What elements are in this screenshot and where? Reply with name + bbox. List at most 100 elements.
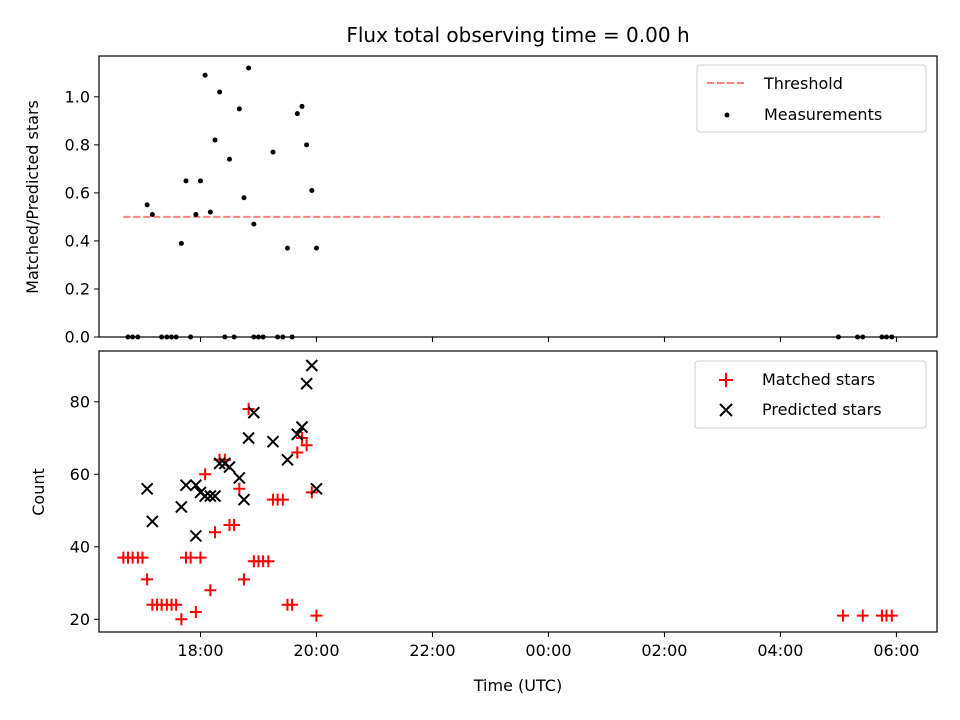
bottom-y-tick-label: 40 bbox=[70, 537, 90, 556]
chart-title: Flux total observing time = 0.00 h bbox=[346, 23, 689, 47]
measurement-point bbox=[241, 195, 247, 201]
bottom-plot-frame bbox=[98, 350, 938, 633]
predicted-star-point bbox=[295, 420, 309, 434]
predicted-star-point bbox=[281, 453, 294, 466]
matched-star-point bbox=[136, 551, 149, 564]
measurement-point bbox=[144, 202, 150, 208]
bottom-panel: 20 40 60 80 18:00 20:00 22:00 00:00 02:00 04:00 0… bbox=[29, 350, 938, 695]
matched-star-point bbox=[204, 584, 217, 597]
predicted-star-point bbox=[310, 482, 323, 495]
measurement-point bbox=[294, 111, 300, 117]
x-tick-label: 18:00 bbox=[177, 641, 223, 660]
top-x-ticks bbox=[199, 337, 897, 342]
bottom-marks bbox=[117, 359, 898, 626]
legend-predicted-swatch bbox=[719, 403, 733, 417]
measurement-point bbox=[299, 103, 305, 109]
predicted-star-point bbox=[189, 478, 203, 492]
matched-star-point bbox=[242, 403, 255, 416]
top-plot-frame bbox=[98, 55, 938, 338]
matched-star-point bbox=[228, 519, 241, 532]
x-tick-label: 04:00 bbox=[757, 641, 803, 660]
predicted-star-point bbox=[189, 529, 203, 543]
top-y-tick-label: 0.2 bbox=[65, 279, 90, 298]
predicted-star-point bbox=[146, 515, 159, 528]
predicted-star-point bbox=[266, 435, 280, 448]
matched-star-point bbox=[170, 598, 183, 611]
measurement-point bbox=[270, 149, 276, 155]
x-tick-label: 02:00 bbox=[641, 641, 687, 660]
bottom-y-tick-label: 80 bbox=[70, 392, 90, 411]
matched-star-point bbox=[310, 609, 323, 622]
matched-star-point bbox=[300, 439, 313, 452]
measurement-point bbox=[284, 245, 290, 251]
top-y-tick-label: 0.4 bbox=[65, 231, 90, 250]
predicted-star-point bbox=[175, 500, 188, 514]
legend-measurements-swatch bbox=[724, 112, 730, 118]
measurement-point bbox=[178, 240, 184, 246]
matched-star-point bbox=[175, 613, 188, 626]
matched-star-point bbox=[837, 609, 850, 622]
legend-measurements-label: Measurements bbox=[764, 105, 882, 124]
matched-star-point bbox=[276, 493, 289, 506]
measurement-point bbox=[217, 89, 223, 95]
bottom-y-axis-label: Count bbox=[29, 468, 48, 516]
measurement-point bbox=[304, 142, 310, 148]
top-y-tick-label: 1.0 bbox=[65, 87, 90, 106]
matched-star-point bbox=[885, 609, 898, 622]
predicted-star-point bbox=[204, 489, 217, 503]
measurement-point bbox=[197, 178, 203, 184]
matched-star-point bbox=[194, 551, 207, 564]
x-tick-label: 22:00 bbox=[409, 641, 455, 660]
top-y-tick-label: 0.6 bbox=[65, 183, 90, 202]
top-y-axis-label: Matched/Predicted stars bbox=[23, 100, 42, 294]
x-tick-label: 20:00 bbox=[293, 641, 339, 660]
matched-star-point bbox=[262, 555, 275, 568]
predicted-star-point bbox=[247, 406, 261, 419]
predicted-star-point bbox=[242, 431, 255, 445]
predicted-star-point bbox=[233, 471, 246, 485]
predicted-star-point bbox=[223, 460, 236, 474]
bottom-y-tick-label: 60 bbox=[70, 465, 90, 484]
bottom-x-ticks: 18:00 20:00 22:00 00:00 02:00 04:00 06:00 bbox=[177, 632, 919, 660]
x-tick-label: 00:00 bbox=[525, 641, 571, 660]
predicted-star-point bbox=[300, 377, 313, 390]
measurement-point bbox=[149, 212, 155, 218]
matched-star-point bbox=[237, 573, 250, 586]
top-y-tick-label: 0.8 bbox=[65, 135, 90, 154]
measurement-point bbox=[236, 106, 242, 112]
matched-star-point bbox=[208, 526, 221, 539]
bottom-legend-box bbox=[694, 360, 927, 429]
x-tick-label: 06:00 bbox=[873, 641, 919, 660]
measurement-point bbox=[246, 65, 252, 71]
bottom-legend: Matched stars Predicted stars bbox=[694, 360, 927, 429]
measurement-point bbox=[183, 178, 189, 184]
predicted-star-point bbox=[208, 489, 222, 503]
predicted-star-point bbox=[198, 489, 212, 503]
measurement-point bbox=[251, 221, 257, 227]
matched-star-point bbox=[856, 609, 869, 622]
matched-star-point bbox=[286, 598, 299, 611]
bottom-y-ticks: 20 40 60 80 bbox=[70, 392, 99, 629]
top-panel: 0.0 0.2 0.4 0.6 0.8 1.0 Matched/Predicted sta… bbox=[23, 55, 938, 347]
measurement-point bbox=[313, 245, 319, 251]
matched-star-point bbox=[189, 606, 202, 619]
top-legend-box bbox=[696, 64, 927, 133]
measurement-point bbox=[207, 209, 213, 215]
predicted-star-point bbox=[140, 482, 154, 495]
matched-star-point bbox=[233, 482, 246, 495]
matched-star-point bbox=[199, 468, 212, 481]
measurement-point bbox=[202, 72, 208, 78]
x-axis-label: Time (UTC) bbox=[473, 676, 562, 695]
legend-threshold-label: Threshold bbox=[763, 74, 843, 93]
top-legend: Threshold Measurements bbox=[696, 64, 927, 133]
top-y-tick-label: 0.0 bbox=[65, 328, 90, 347]
legend-predicted-label: Predicted stars bbox=[762, 400, 882, 419]
bottom-y-tick-label: 20 bbox=[70, 610, 90, 629]
measurement-point bbox=[212, 137, 218, 143]
predicted-star-point bbox=[237, 493, 251, 506]
measurement-point bbox=[309, 187, 315, 193]
predicted-star-point bbox=[291, 428, 304, 441]
predicted-star-point bbox=[305, 359, 319, 372]
predicted-star-point bbox=[213, 457, 226, 470]
